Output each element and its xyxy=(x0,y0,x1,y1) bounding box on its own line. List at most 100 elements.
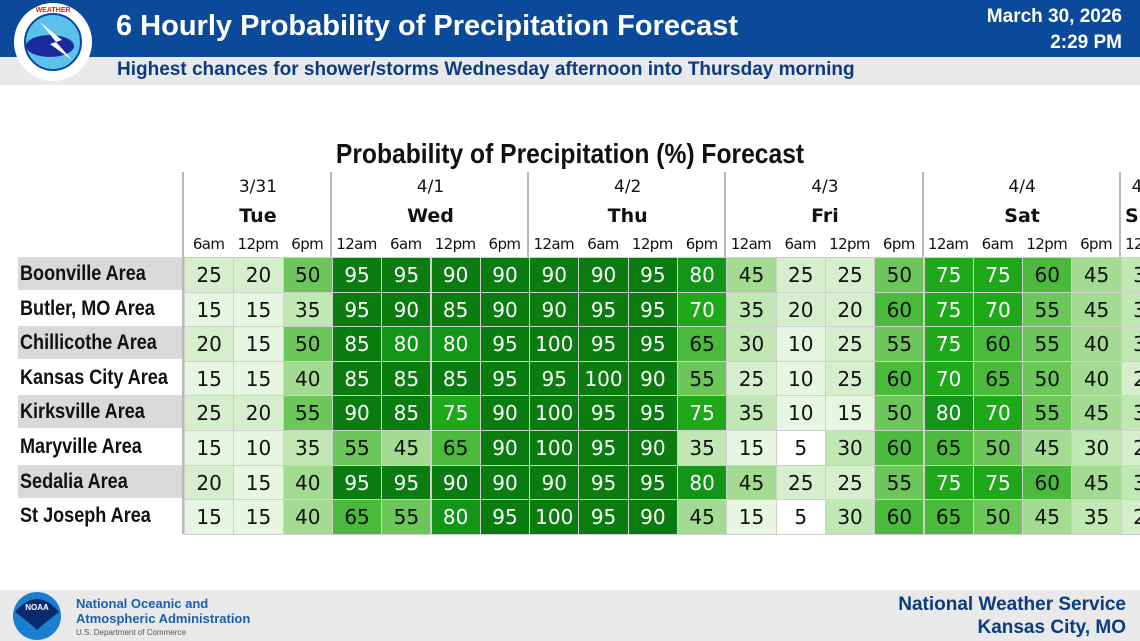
pop-cell: 35 xyxy=(1120,257,1140,293)
pop-cell: 15 xyxy=(184,499,235,535)
pop-cell: 90 xyxy=(627,360,678,397)
pop-cell: 50 xyxy=(282,326,333,362)
pop-cell: 80 xyxy=(381,326,432,362)
pop-cell: 75 xyxy=(430,395,481,431)
row-label: Boonville Area xyxy=(18,257,182,290)
pop-cell: 25 xyxy=(726,360,777,397)
day-date: 3/31 xyxy=(238,177,278,197)
pop-cell: 75 xyxy=(923,291,974,328)
pop-cell: 25 xyxy=(775,257,826,293)
row-label-text: Chillicothe Area xyxy=(20,331,157,355)
pop-cell: 40 xyxy=(1071,360,1122,397)
pop-cell: 90 xyxy=(578,257,629,293)
row-label: Kansas City Area xyxy=(18,360,182,394)
pop-cell: 90 xyxy=(430,257,481,293)
pop-cell: 5 xyxy=(775,430,826,466)
row-label-text: St Joseph Area xyxy=(20,504,151,528)
pop-cell: 30 xyxy=(1071,430,1122,466)
pop-cell: 55 xyxy=(677,360,728,397)
pop-cell: 40 xyxy=(1071,326,1122,362)
pop-cell: 80 xyxy=(677,257,728,293)
pop-cell: 20 xyxy=(1120,430,1140,466)
row-label: Butler, MO Area xyxy=(18,291,182,325)
pop-cell: 90 xyxy=(479,257,531,293)
day-name: Fri xyxy=(811,205,839,227)
time-label: 6pm xyxy=(882,235,915,253)
pop-cell: 55 xyxy=(1022,395,1073,431)
day-date: 4/2 xyxy=(614,177,642,197)
pop-cell: 50 xyxy=(972,430,1024,466)
pop-cell: 95 xyxy=(529,360,580,397)
pop-cell: 45 xyxy=(1071,257,1122,293)
pop-cell: 55 xyxy=(1022,326,1073,362)
time-label: 6pm xyxy=(291,235,324,253)
pop-cell: 65 xyxy=(677,326,728,362)
pop-cell: 95 xyxy=(627,464,678,501)
pop-cell: 90 xyxy=(529,464,580,501)
pop-cell: 95 xyxy=(578,395,629,431)
pop-cell: 25 xyxy=(824,326,876,362)
pop-cell: 85 xyxy=(430,291,481,328)
pop-cell: 90 xyxy=(627,499,678,535)
pop-cell: 100 xyxy=(529,499,580,535)
time-label: 12am xyxy=(533,235,574,253)
time-label: 6am xyxy=(390,235,422,253)
time-label: 12pm xyxy=(434,235,476,253)
pop-cell: 65 xyxy=(923,430,974,466)
pop-cell: 25 xyxy=(775,464,826,501)
pop-cell: 75 xyxy=(972,464,1024,501)
subtitle-bar xyxy=(0,57,1140,85)
pop-cell: 35 xyxy=(677,430,728,466)
pop-cell: 60 xyxy=(1022,464,1073,501)
time-label: 6pm xyxy=(685,235,718,253)
pop-cell: 35 xyxy=(282,291,333,328)
pop-cell: 10 xyxy=(775,326,826,362)
pop-cell: 90 xyxy=(479,464,531,501)
pop-cell: 90 xyxy=(479,430,531,466)
pop-cell: 55 xyxy=(874,326,925,362)
row-label-text: Butler, MO Area xyxy=(20,296,155,320)
pop-cell: 95 xyxy=(479,499,531,535)
pop-cell: 90 xyxy=(430,464,481,501)
date-text: March 30, 2026 xyxy=(986,6,1122,27)
day-separator xyxy=(182,172,184,534)
pop-cell: 50 xyxy=(282,257,333,293)
pop-cell: 75 xyxy=(677,395,728,431)
noaa-name-line2: Atmospheric Administration xyxy=(76,611,251,626)
pop-cell: 20 xyxy=(1120,499,1140,535)
pop-cell: 20 xyxy=(824,291,876,328)
day-date: 4/1 xyxy=(416,177,445,197)
pop-cell: 95 xyxy=(627,395,678,431)
pop-cell: 45 xyxy=(1022,430,1073,466)
pop-cell: 70 xyxy=(972,395,1024,431)
office-name: National Weather Service xyxy=(898,594,1126,615)
pop-cell: 90 xyxy=(627,430,678,466)
pop-cell: 20 xyxy=(775,291,826,328)
row-label: Sedalia Area xyxy=(18,464,182,498)
table-title: Probability of Precipitation (%) Forecas… xyxy=(335,138,805,169)
pop-cell: 35 xyxy=(726,395,777,431)
time-label: 12am xyxy=(336,235,377,253)
time-label: 12am xyxy=(1125,235,1140,253)
row-label-text: Maryville Area xyxy=(20,435,142,458)
pop-cell: 70 xyxy=(923,360,974,397)
row-label: Maryville Area xyxy=(18,430,182,463)
pop-cell: 15 xyxy=(184,291,235,328)
pop-cell: 20 xyxy=(184,464,235,501)
pop-cell: 55 xyxy=(331,430,383,466)
pop-cell: 20 xyxy=(233,257,284,293)
pop-cell: 15 xyxy=(726,499,777,535)
pop-cell: 100 xyxy=(529,430,580,466)
pop-cell: 45 xyxy=(726,464,777,501)
pop-cell: 65 xyxy=(923,499,974,535)
pop-cell: 15 xyxy=(233,291,284,328)
pop-cell: 25 xyxy=(824,464,876,501)
pop-cell: 55 xyxy=(282,395,333,431)
pop-cell: 95 xyxy=(381,257,432,293)
day-name: Tue xyxy=(239,205,277,227)
pop-cell: 55 xyxy=(1022,291,1073,328)
row-label-text: Sedalia Area xyxy=(20,469,128,493)
pop-cell: 85 xyxy=(331,326,383,362)
pop-cell: 35 xyxy=(1071,499,1122,535)
pop-cell: 80 xyxy=(430,499,481,535)
